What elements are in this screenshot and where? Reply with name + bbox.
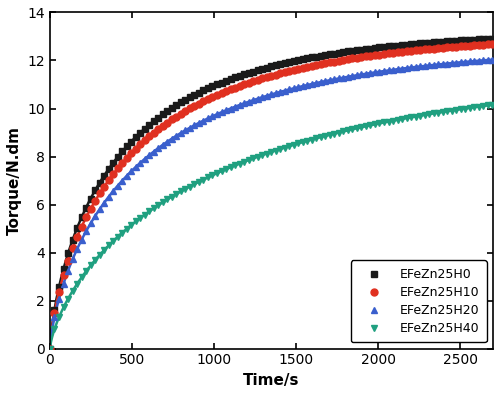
EFeZn25H10 [282,70,288,75]
EFeZn25H20 [151,149,157,154]
EFeZn25H40 [268,150,274,154]
EFeZn25H40 [164,197,170,202]
EFeZn25H20 [268,92,274,97]
EFeZn25H20 [47,346,53,351]
EFeZn25H10 [164,120,170,125]
EFeZn25H10 [490,41,496,46]
EFeZn25H0 [164,109,170,113]
Legend: EFeZn25H0, EFeZn25H10, EFeZn25H20, EFeZn25H40: EFeZn25H0, EFeZn25H10, EFeZn25H20, EFeZn… [351,260,487,342]
EFeZn25H40 [47,346,53,351]
Y-axis label: Torque/N.dm: Torque/N.dm [7,126,22,235]
EFeZn25H0 [394,43,400,48]
EFeZn25H10 [268,73,274,78]
Line: EFeZn25H0: EFeZn25H0 [46,35,496,352]
EFeZn25H20 [282,88,288,93]
Line: EFeZn25H40: EFeZn25H40 [46,102,496,352]
EFeZn25H40 [394,117,400,122]
EFeZn25H20 [182,128,188,133]
EFeZn25H20 [490,57,496,62]
EFeZn25H40 [182,186,188,191]
EFeZn25H0 [282,61,288,66]
EFeZn25H0 [47,346,53,351]
EFeZn25H10 [394,50,400,55]
Line: EFeZn25H20: EFeZn25H20 [46,56,496,352]
EFeZn25H40 [282,145,288,150]
EFeZn25H40 [151,206,157,211]
EFeZn25H10 [182,109,188,113]
EFeZn25H0 [151,118,157,123]
X-axis label: Time/s: Time/s [244,373,300,388]
EFeZn25H20 [164,139,170,144]
EFeZn25H20 [394,67,400,71]
EFeZn25H0 [490,36,496,41]
EFeZn25H0 [182,98,188,102]
EFeZn25H40 [490,102,496,107]
Line: EFeZn25H10: EFeZn25H10 [46,41,496,352]
EFeZn25H10 [151,130,157,135]
EFeZn25H10 [47,346,53,351]
EFeZn25H0 [268,64,274,69]
